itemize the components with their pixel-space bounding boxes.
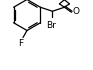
Text: Br: Br — [46, 21, 56, 30]
Text: F: F — [18, 38, 24, 48]
Text: O: O — [72, 7, 79, 16]
